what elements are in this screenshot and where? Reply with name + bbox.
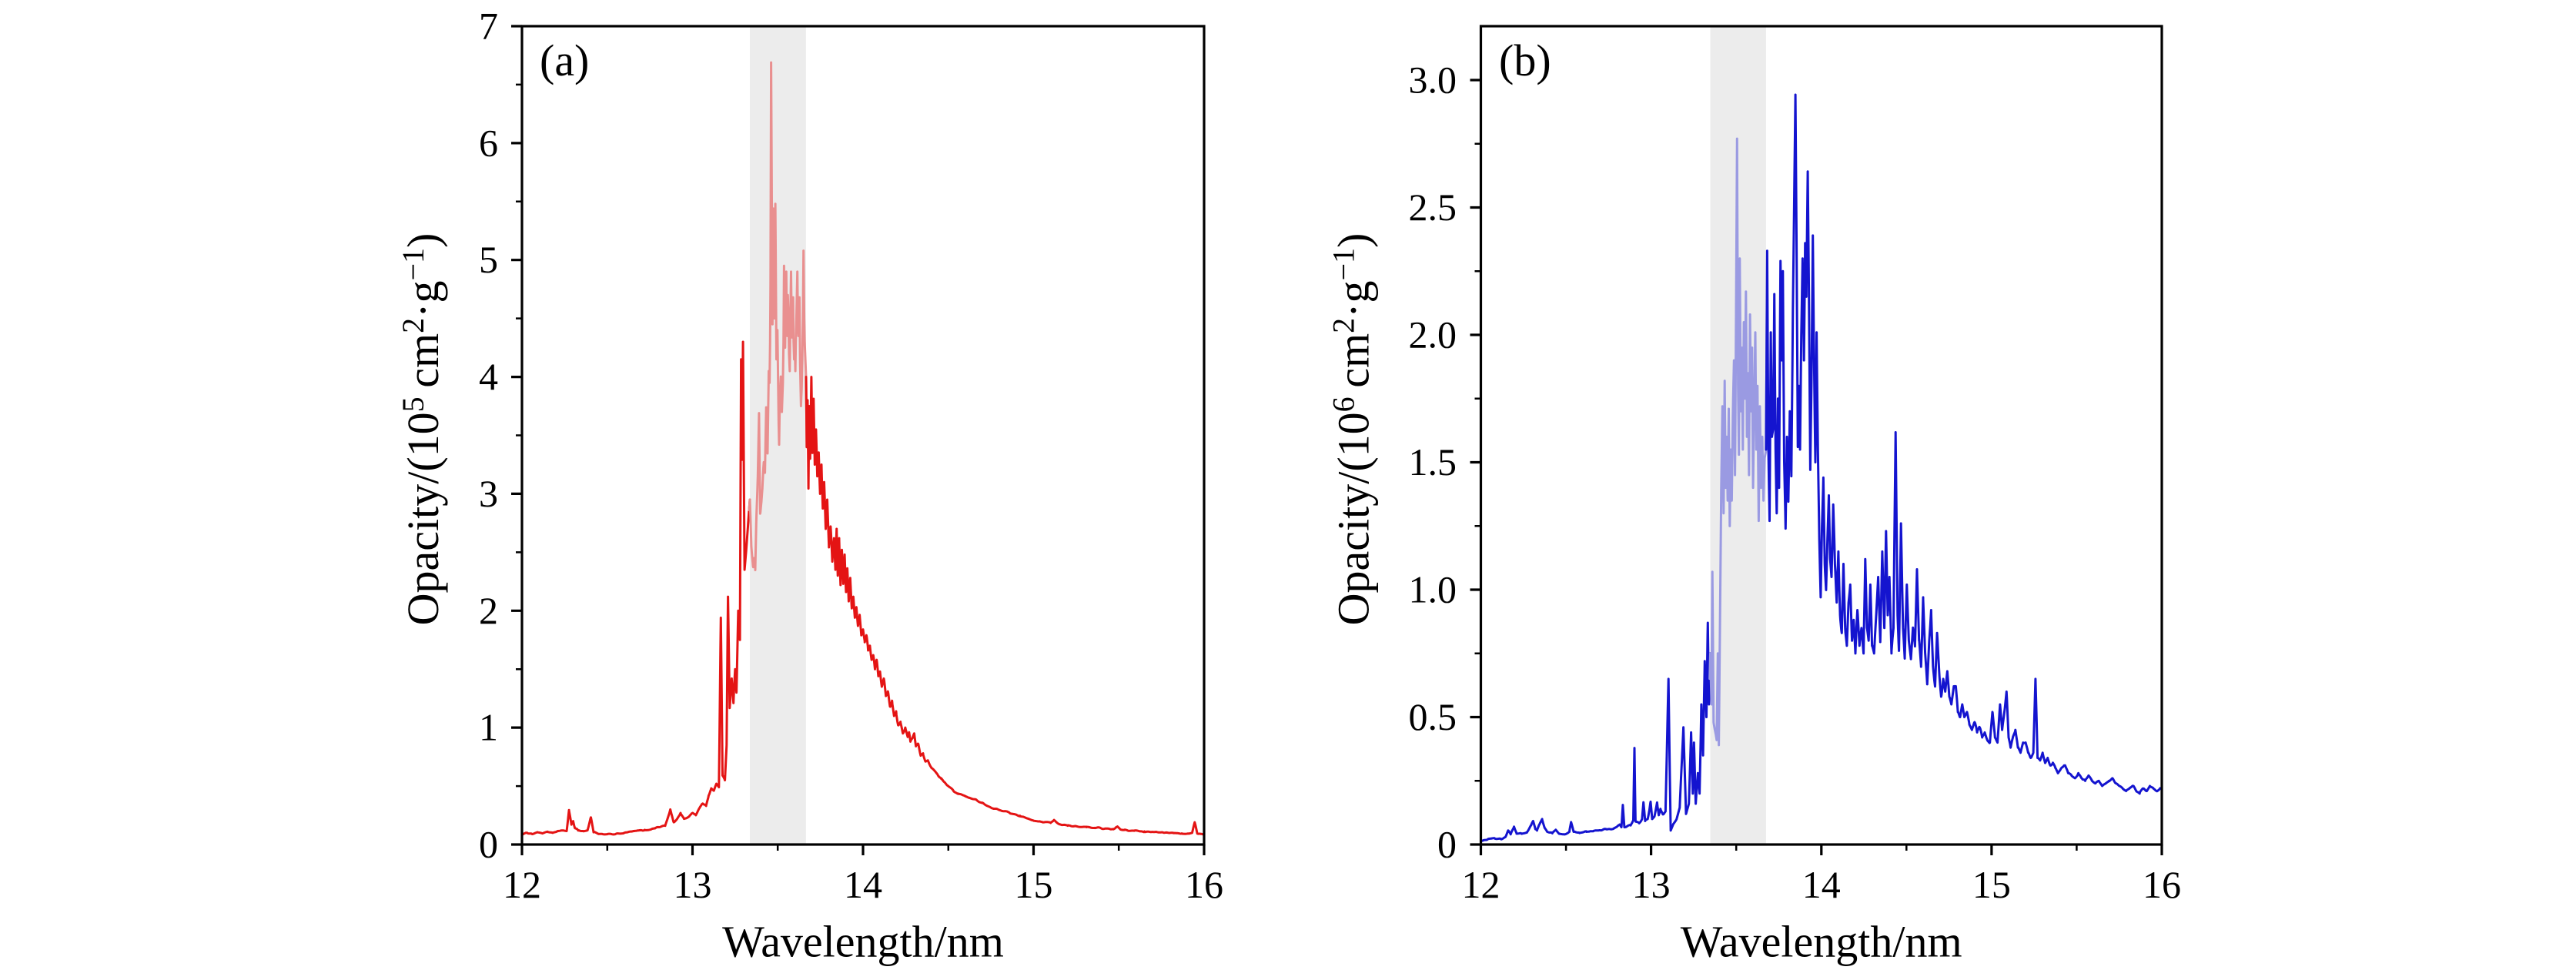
- svg-text:0.5: 0.5: [1409, 695, 1457, 738]
- svg-text:Opacity/(106 cm2·g−1): Opacity/(106 cm2·g−1): [1326, 233, 1379, 626]
- svg-text:5: 5: [479, 238, 498, 281]
- svg-text:Wavelength/nm: Wavelength/nm: [722, 917, 1004, 967]
- svg-text:6: 6: [479, 121, 498, 164]
- svg-text:Wavelength/nm: Wavelength/nm: [1681, 917, 1962, 967]
- svg-text:7: 7: [479, 5, 498, 48]
- svg-text:12: 12: [1462, 863, 1500, 906]
- svg-text:14: 14: [844, 863, 882, 906]
- svg-text:13: 13: [674, 863, 712, 906]
- svg-text:16: 16: [1185, 863, 1223, 906]
- svg-text:12: 12: [503, 863, 541, 906]
- svg-text:(b): (b): [1499, 35, 1551, 85]
- svg-text:2.5: 2.5: [1409, 186, 1457, 229]
- svg-text:1.0: 1.0: [1409, 568, 1457, 611]
- svg-text:Opacity/(105 cm2·g−1): Opacity/(105 cm2·g−1): [396, 233, 448, 626]
- svg-text:1: 1: [479, 706, 498, 749]
- svg-text:(a): (a): [540, 35, 589, 85]
- svg-text:16: 16: [2143, 863, 2181, 906]
- svg-text:3.0: 3.0: [1409, 59, 1457, 102]
- svg-text:15: 15: [1015, 863, 1053, 906]
- svg-text:2: 2: [479, 589, 498, 632]
- svg-text:2.0: 2.0: [1409, 313, 1457, 356]
- svg-text:15: 15: [1972, 863, 2011, 906]
- svg-text:13: 13: [1632, 863, 1671, 906]
- svg-text:0: 0: [479, 823, 498, 866]
- svg-text:0: 0: [1437, 823, 1457, 866]
- svg-text:3: 3: [479, 472, 498, 515]
- svg-text:14: 14: [1802, 863, 1841, 906]
- svg-text:1.5: 1.5: [1409, 440, 1457, 483]
- svg-text:4: 4: [479, 355, 498, 398]
